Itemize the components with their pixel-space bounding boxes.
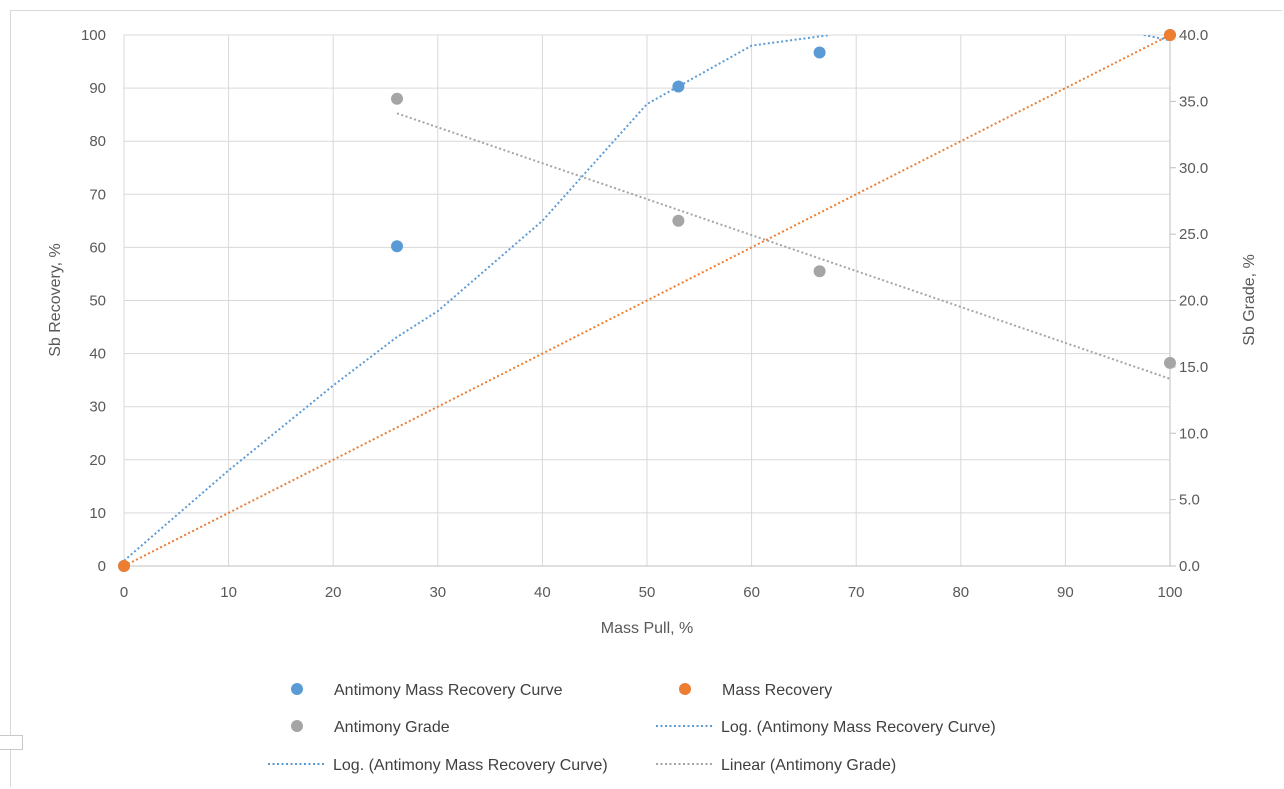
y2-axis-ticks: 0.0 5.0 10.0 15.0 20.0 25.0 30.0 35.0 40.0 [1170, 27, 1208, 575]
x-tick-label: 0 [120, 584, 128, 601]
y-tick-label: 70 [89, 186, 106, 203]
x-tick-label: 80 [952, 584, 969, 601]
legend: Antimony Mass Recovery Curve Mass Recover… [268, 682, 996, 774]
y2-tick-label: 35.0 [1179, 93, 1208, 110]
y-tick-label: 80 [89, 133, 106, 150]
y2-tick-label: 30.0 [1179, 160, 1208, 177]
data-point [672, 214, 685, 227]
y2-tick-label: 40.0 [1179, 27, 1208, 44]
y-axis-title: Sb Recovery, % [47, 243, 64, 357]
y-tick-label: 50 [89, 293, 106, 310]
data-point [118, 560, 130, 572]
data-point [813, 46, 826, 59]
data-point [672, 80, 685, 93]
resize-handle[interactable] [0, 735, 23, 750]
y2-tick-label: 10.0 [1179, 425, 1208, 442]
legend-label: Log. (Antimony Mass Recovery Curve) [333, 757, 608, 774]
trendline [124, 35, 831, 562]
data-point [391, 240, 403, 253]
y-tick-label: 10 [89, 505, 106, 522]
legend-label: Mass Recovery [722, 682, 832, 699]
y2-tick-label: 20.0 [1179, 293, 1208, 310]
x-tick-label: 10 [220, 584, 237, 601]
data-point [1164, 29, 1176, 41]
trendline [124, 35, 1170, 566]
y-tick-label: 20 [89, 452, 106, 469]
y2-tick-label: 5.0 [1179, 492, 1200, 509]
legend-marker [679, 683, 691, 695]
y2-tick-label: 25.0 [1179, 226, 1208, 243]
data-markers [118, 29, 1176, 572]
y-tick-label: 90 [89, 80, 106, 97]
y-tick-label: 60 [89, 239, 106, 256]
y-axis-ticks: 0 10 20 30 40 50 60 70 80 90 100 [81, 27, 106, 575]
y2-tick-label: 0.0 [1179, 558, 1200, 575]
data-point [391, 92, 403, 105]
x-axis-title: Mass Pull, % [601, 620, 693, 637]
x-tick-label: 60 [743, 584, 760, 601]
data-point [1164, 356, 1176, 369]
y-tick-label: 0 [98, 558, 106, 575]
y-tick-label: 30 [89, 399, 106, 416]
legend-marker [291, 720, 303, 732]
legend-label: Antimony Grade [334, 719, 450, 736]
trendline [396, 112, 1170, 380]
legend-label: Log. (Antimony Mass Recovery Curve) [721, 719, 996, 736]
x-tick-label: 70 [848, 584, 865, 601]
legend-marker [291, 683, 303, 695]
y-tick-label: 100 [81, 27, 106, 44]
y2-axis-title: Sb Grade, % [1241, 254, 1258, 346]
y-tick-label: 40 [89, 346, 106, 363]
legend-label: Antimony Mass Recovery Curve [334, 682, 563, 699]
x-axis-ticks: 0 10 20 30 40 50 60 70 80 90 100 [120, 584, 1183, 601]
x-tick-label: 50 [639, 584, 656, 601]
chart-area-frame [10, 10, 1282, 787]
trendlines [124, 35, 1170, 566]
legend-label: Linear (Antimony Grade) [721, 757, 896, 774]
x-tick-label: 30 [429, 584, 446, 601]
x-tick-label: 40 [534, 584, 551, 601]
x-tick-label: 100 [1157, 584, 1182, 601]
y2-tick-label: 15.0 [1179, 359, 1208, 376]
data-point [813, 265, 826, 278]
x-tick-label: 20 [325, 584, 342, 601]
x-tick-label: 90 [1057, 584, 1074, 601]
